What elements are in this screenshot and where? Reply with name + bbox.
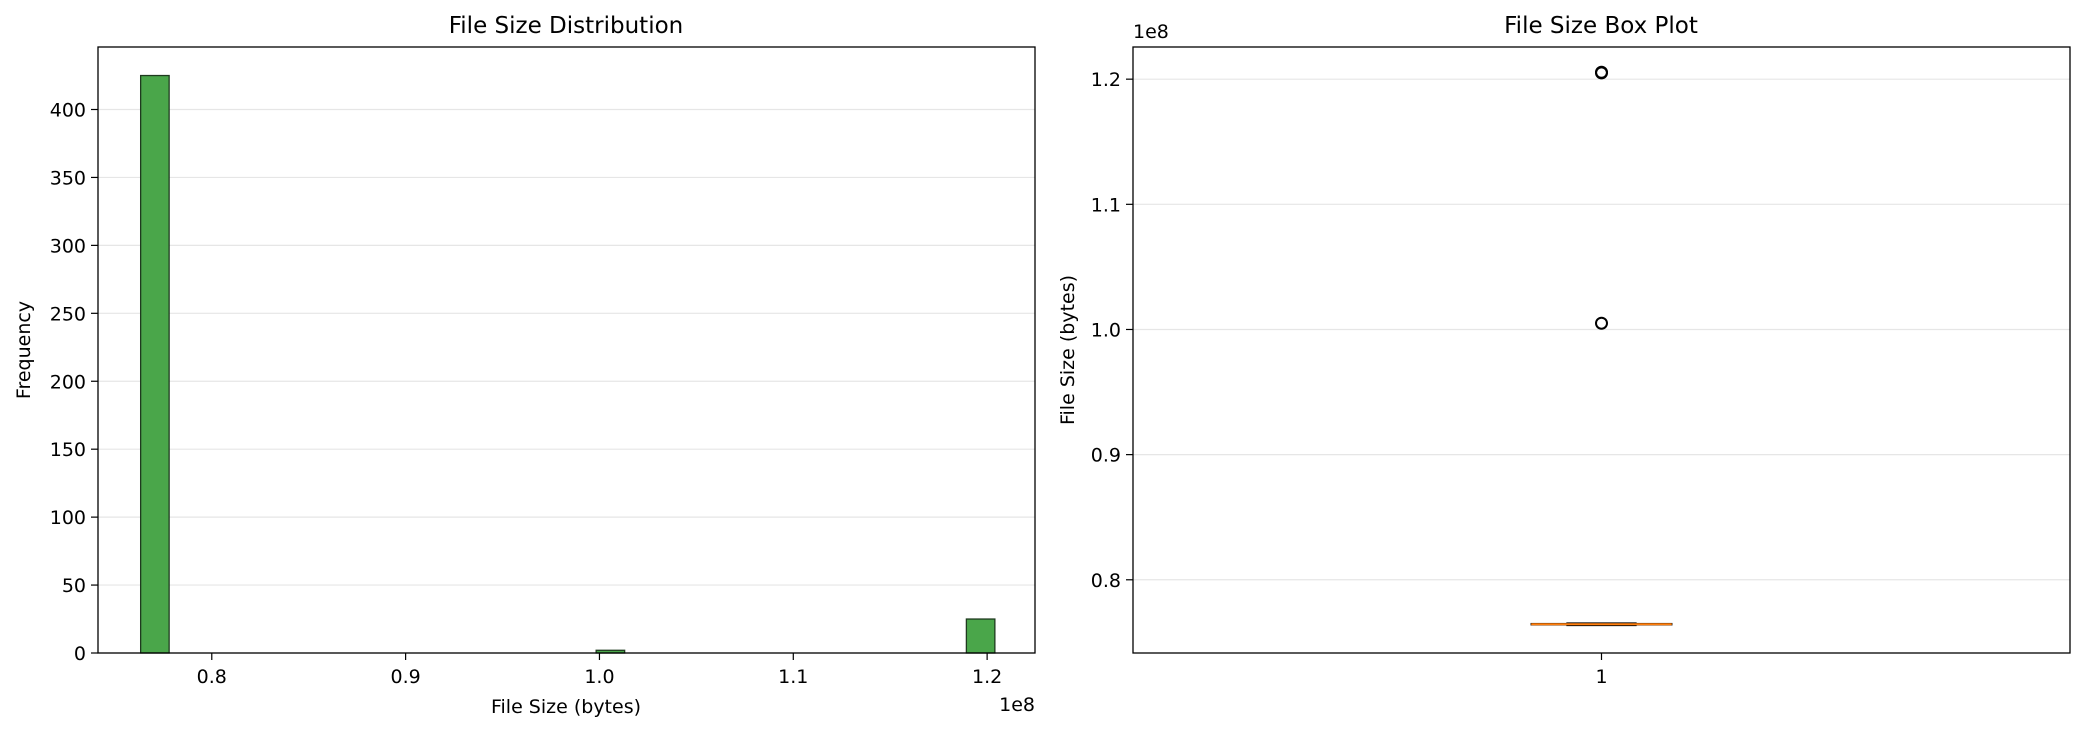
- boxplot-outlier: [1595, 316, 1608, 330]
- boxplot-y-offset-label: 1e8: [1133, 21, 1169, 43]
- boxplot-title: File Size Box Plot: [1504, 13, 1698, 39]
- histogram-y-tick-label: 200: [50, 371, 86, 393]
- histogram-y-tick-label: 100: [50, 507, 86, 529]
- histogram-x-tick-label: 1.1: [778, 666, 808, 688]
- histogram-x-tick-label: 1.0: [584, 666, 614, 688]
- boxplot-y-tick-label: 0.8: [1091, 570, 1121, 592]
- boxplot-y-tick-label: 1.0: [1091, 319, 1121, 341]
- histogram-plot-frame: [97, 46, 1036, 654]
- histogram-bar: [139, 74, 170, 654]
- boxplot-y-tick-label: 1.1: [1091, 194, 1121, 216]
- histogram-x-tick-label: 1.2: [972, 666, 1002, 688]
- boxplot-chart: 1 0.8 0.9 1.0 1.1 1.2 File Size Box Plot Fil…: [1057, 13, 2071, 688]
- boxplot-outlier: [1595, 65, 1608, 79]
- histogram-chart: 0.8 0.9 1.0 1.1 1.2 0 50 100 150 200 250 300 350 400…: [13, 13, 1036, 718]
- histogram-y-label: Frequency: [13, 301, 35, 399]
- histogram-y-tick-label: 150: [50, 439, 86, 461]
- histogram-y-tick-label: 350: [50, 167, 86, 189]
- histogram-y-tick-label: 400: [50, 100, 86, 122]
- histogram-title: File Size Distribution: [449, 13, 684, 39]
- histogram-x-tick-label: 0.9: [391, 666, 421, 688]
- histogram-y-tick-label: 50: [62, 575, 86, 597]
- histogram-bar: [965, 618, 996, 654]
- boxplot-y-tick-label: 0.9: [1091, 445, 1121, 467]
- histogram-x-label: File Size (bytes): [491, 696, 641, 718]
- histogram-y-tick-label: 0: [74, 643, 86, 665]
- boxplot-x-tick-label: 1: [1595, 666, 1607, 688]
- histogram-x-offset-label: 1e8: [999, 694, 1035, 716]
- histogram-x-tick-label: 0.8: [197, 666, 227, 688]
- histogram-y-tick-label: 250: [50, 303, 86, 325]
- boxplot-y-tick-label: 1.2: [1091, 69, 1121, 91]
- histogram-y-tick-label: 300: [50, 235, 86, 257]
- boxplot-y-label: File Size (bytes): [1057, 275, 1079, 425]
